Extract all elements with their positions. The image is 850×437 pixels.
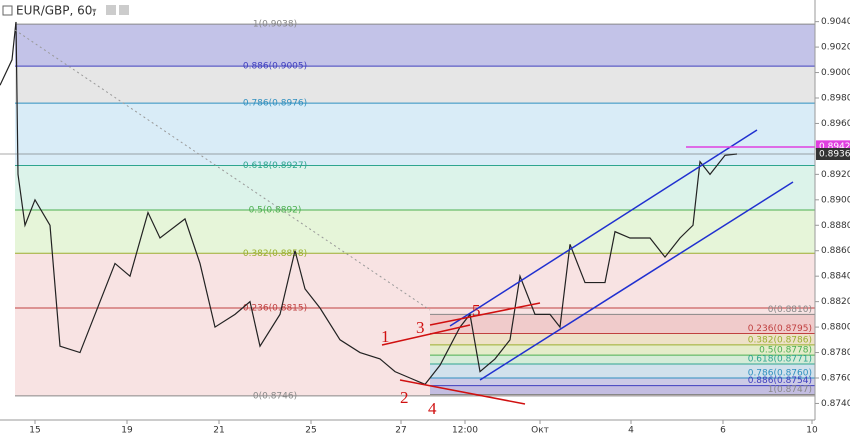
fib-label: 0(0.8746)	[253, 391, 297, 401]
wave-label: 2	[400, 388, 409, 407]
x-tick-label: 6	[720, 426, 726, 436]
wave-label: 4	[428, 399, 437, 418]
dropdown-arrow[interactable]: ▾	[92, 7, 97, 17]
y-tick-label: 0.8820	[821, 297, 850, 307]
fib-band	[15, 103, 815, 166]
wave-label: 5	[472, 301, 481, 320]
plot	[0, 21, 815, 386]
fib-band	[430, 333, 815, 345]
fib-bands: 1(0.9038) 0.886(0.9005) 0.786(0.8976) 0.618…	[15, 20, 815, 401]
fib-band	[430, 385, 815, 395]
y-tick-label: 0.8880	[821, 221, 850, 231]
price-tag	[816, 148, 850, 160]
fib-label: 0.786(0.8760)	[748, 369, 812, 379]
wave-label: 3	[416, 318, 425, 337]
fib-trend	[14, 29, 431, 311]
fib-label: 0.382(0.8786)	[748, 335, 812, 345]
wedge-bottom	[399, 379, 526, 405]
y-tick-label: 0.8860	[821, 246, 850, 256]
x-tick-label: 25	[305, 426, 316, 436]
fib-band	[15, 253, 815, 308]
fib-label: 0.236(0.8815)	[243, 304, 307, 314]
fib-label: 0.5(0.8778)	[759, 346, 812, 356]
fib-band	[15, 24, 815, 67]
settings-icon[interactable]	[106, 5, 116, 15]
y-tick-label: 0.9020	[821, 43, 850, 53]
fib-label: 0.886(0.8754)	[748, 376, 812, 386]
fib-label: 0.5(0.8892)	[249, 206, 302, 216]
y-tick-label: 0.8740	[821, 399, 850, 409]
fib-label: 0.886(0.9005)	[243, 62, 307, 72]
fib-band	[430, 378, 815, 386]
channel-top	[449, 129, 758, 327]
fib-label: 1(0.8747)	[768, 385, 812, 395]
close-icon[interactable]	[119, 5, 129, 15]
fib-band	[15, 210, 815, 254]
fib-label: 0.618(0.8927)	[243, 161, 307, 171]
channel-bottom	[479, 181, 794, 381]
fib-band	[430, 355, 815, 364]
fib-band	[430, 344, 815, 356]
y-tick-label: 0.8800	[821, 323, 850, 333]
x-tick-label: 19	[121, 426, 133, 436]
fib-label: 0(0.8810)	[768, 305, 812, 315]
price-tag-label: 0.8942	[819, 142, 850, 152]
y-tick-label: 0.8780	[821, 348, 850, 358]
x-tick-label: 12:00	[452, 426, 478, 436]
collapse-icon[interactable]	[2, 5, 13, 16]
fib-band	[15, 165, 815, 210]
y-tick-label: 0.8900	[821, 195, 850, 205]
symbol-title: EUR/GBP, 60,	[16, 4, 96, 18]
fib-label: 0.236(0.8795)	[748, 324, 812, 334]
x-tick-label: 10	[806, 426, 818, 436]
x-tick-label: 15	[29, 426, 40, 436]
fib-label: 1(0.9038)	[253, 20, 297, 30]
y-tick-label: 0.8920	[821, 170, 850, 180]
y-tick-label: 0.8840	[821, 272, 850, 282]
x-tick-label: Окт	[531, 426, 549, 436]
wave-label: 1	[381, 327, 390, 346]
fib-label: 0.382(0.8858)	[243, 249, 307, 259]
x-tick-label: 27	[395, 426, 406, 436]
wedge-top2	[429, 302, 541, 326]
fib-label: 0.786(0.8976)	[243, 99, 307, 109]
fib-band	[430, 314, 815, 334]
y-tick-label: 0.9040	[821, 17, 850, 27]
wedge-top	[381, 324, 471, 346]
price-tag-label: 0.8936	[819, 150, 850, 160]
fib-band	[430, 364, 815, 378]
y-tick-label: 0.8960	[821, 119, 850, 129]
price-line	[0, 21, 738, 386]
x-tick-label: 21	[213, 426, 224, 436]
fib-label: 0.618(0.8771)	[748, 355, 812, 365]
y-axis	[815, 0, 850, 437]
x-tick-label: 4	[628, 426, 634, 436]
fib-band	[15, 66, 815, 104]
x-axis	[0, 420, 815, 437]
y-tick-label: 0.9000	[821, 68, 850, 78]
y-tick-label: 0.8980	[821, 94, 850, 104]
y-tick-label: 0.8760	[821, 374, 850, 384]
